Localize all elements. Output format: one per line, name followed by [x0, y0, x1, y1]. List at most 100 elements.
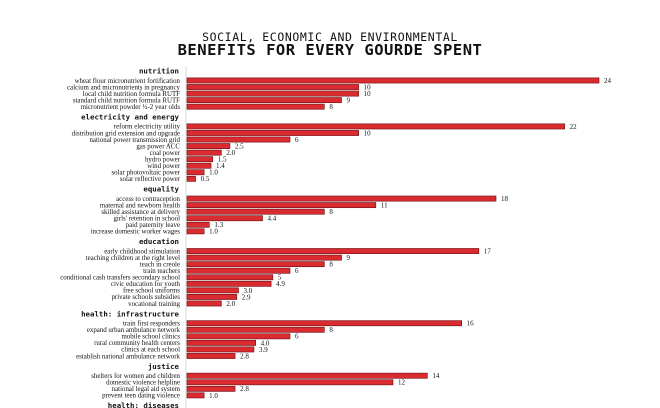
bar — [186, 149, 222, 156]
bar-value-label: 22 — [570, 123, 578, 131]
bar — [186, 300, 222, 307]
bar — [186, 333, 291, 340]
bar-label: girls' retention in school — [113, 216, 180, 223]
bar — [186, 326, 325, 333]
bar — [186, 221, 210, 228]
category-label: health: infrastructure — [81, 309, 179, 318]
bar-label: national power transmission grid — [89, 137, 180, 144]
bar — [186, 280, 272, 287]
bar-value-label: 9 — [347, 97, 351, 105]
bar-label: paid paternity leave — [126, 222, 180, 229]
bar-value-label: 1.0 — [209, 392, 218, 400]
bar-value-label: 3.9 — [259, 346, 268, 354]
bar — [186, 339, 256, 346]
bar — [186, 130, 359, 136]
bar-value-label: 8 — [329, 261, 333, 269]
bar-label: calcium and micronutrients in pregnancy — [67, 84, 180, 91]
bar-value-label: 11 — [381, 202, 388, 210]
bar-value-label: 1.3 — [214, 221, 223, 229]
bar-value-label: 2.0 — [226, 300, 235, 308]
bar-label: expand urban ambulance network — [87, 327, 181, 334]
bar-label: train teachers — [143, 268, 180, 275]
bar — [186, 379, 394, 386]
bar-label: mobile school clinics — [121, 334, 180, 341]
bar — [186, 287, 239, 294]
bar — [186, 77, 600, 84]
bar — [186, 202, 377, 209]
bar — [186, 136, 291, 143]
bar-label: vocational training — [128, 301, 180, 308]
bar-value-label: 1.0 — [209, 169, 218, 177]
bar-label: national legal aid system — [112, 386, 181, 393]
bar-label: teach in creole — [140, 261, 180, 268]
bar-label: access to contraception — [116, 196, 180, 203]
bar-label: standard child nutrition formula RUTF — [73, 97, 180, 104]
bar-value-label: 6 — [295, 136, 299, 144]
bar — [186, 84, 359, 90]
bar — [186, 248, 480, 254]
bar-value-label: 1.4 — [216, 162, 225, 170]
bar — [186, 143, 231, 149]
bar-label: solar reflective power — [120, 176, 181, 183]
bar-value-label: 8 — [329, 103, 333, 111]
bar-label: coal power — [150, 150, 181, 157]
chart-title: SOCIAL, ECONOMIC AND ENVIRONMENTAL — [202, 30, 458, 44]
bar — [186, 162, 212, 169]
bar-value-label: 4.4 — [268, 215, 277, 223]
bar-value-label: 12 — [398, 379, 406, 387]
bar — [186, 123, 565, 130]
bar-value-label: 14 — [432, 372, 440, 380]
bar-value-label: 24 — [604, 77, 612, 85]
bar — [186, 103, 325, 110]
bar-value-label: 10 — [364, 83, 372, 91]
category-label: justice — [148, 362, 180, 371]
category-label: health: diseases — [108, 401, 179, 408]
bar-label: wheat flour micronutrient fortification — [75, 78, 181, 85]
bar-label: solar photovoltaic power — [111, 170, 180, 177]
bar-value-label: 0.5 — [201, 175, 210, 183]
bar-label: prevent teen dating violence — [102, 393, 180, 400]
category-label: education — [139, 237, 179, 246]
bar — [186, 353, 236, 359]
bar — [186, 385, 236, 392]
bar — [186, 215, 263, 222]
bar-label: increase domestic worker wages — [91, 229, 181, 236]
bar — [186, 392, 205, 399]
bar-value-label: 6 — [295, 267, 299, 275]
bar-value-label: 3.0 — [244, 287, 253, 295]
bar-value-label: 2.0 — [226, 149, 235, 157]
bar-label: rural community health centers — [94, 340, 180, 347]
bar — [186, 175, 196, 182]
bar-label: distribution grid extension and upgrade — [72, 130, 180, 137]
bar-label: civic education for youth — [111, 281, 181, 288]
bar-label: shelters for women and children — [91, 373, 180, 380]
bar-value-label: 16 — [467, 320, 475, 328]
category-label: nutrition — [139, 67, 179, 76]
category-label: equality — [143, 185, 179, 194]
bar — [186, 208, 325, 215]
bar — [186, 274, 274, 281]
bar-label: hydro power — [145, 156, 181, 163]
bar — [186, 254, 342, 261]
bar-label: private schools subsidies — [111, 294, 180, 301]
bar-value-label: 8 — [329, 208, 333, 216]
bar — [186, 97, 342, 104]
chart-subtitle: BENEFITS FOR EVERY GOURDE SPENT — [177, 41, 483, 59]
bar-value-label: 18 — [501, 195, 509, 203]
bar-value-label: 6 — [295, 333, 299, 341]
bar-label: wind power — [147, 163, 180, 170]
bar — [186, 156, 214, 163]
bar — [186, 294, 238, 300]
bar-label: establish national ambulance network — [76, 353, 180, 360]
category-label: electricity and energy — [81, 112, 179, 121]
bar — [186, 372, 428, 379]
bar — [186, 346, 255, 353]
bar-label: teaching children at the right level — [86, 255, 180, 262]
bar-label: maternal and newborn health — [100, 202, 181, 209]
bar-value-label: 2.8 — [240, 352, 249, 360]
bar — [186, 90, 359, 97]
bar-label: domestic violence helpline — [106, 380, 180, 387]
bar — [186, 320, 462, 327]
bar-value-label: 1.0 — [209, 228, 218, 236]
